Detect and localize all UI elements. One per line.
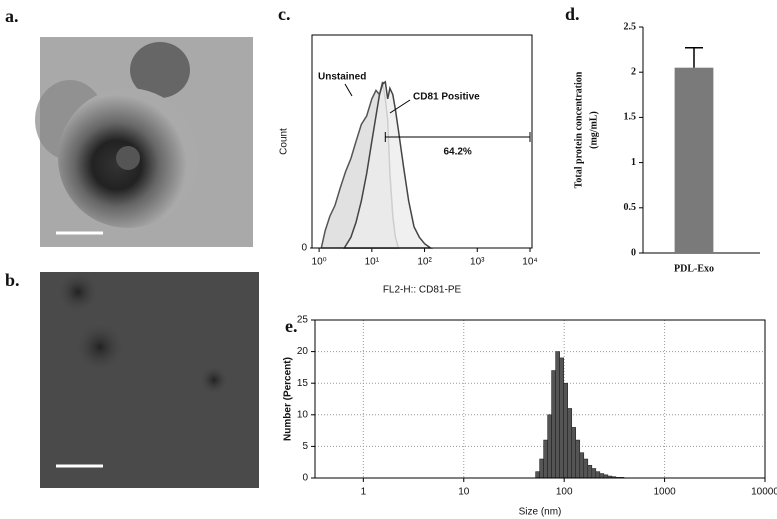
y-axis-label: Number (Percent) — [283, 357, 294, 441]
x-axis-label: FL2-H:: CD81-PE — [383, 285, 462, 296]
annotation-arrow — [344, 83, 353, 97]
y-tick-label: 2.5 — [624, 21, 637, 32]
image-b — [40, 272, 259, 488]
histogram-bar — [563, 382, 568, 479]
histogram-bar — [575, 439, 581, 479]
plot-frame — [314, 319, 766, 479]
x-tick-label: PDL-Exo — [674, 263, 714, 274]
y-tick-label: 15 — [297, 378, 309, 389]
legend-label: Unstained — [318, 72, 366, 83]
image-a — [35, 37, 253, 247]
histogram-bar — [551, 370, 556, 479]
y-tick-label: 10 — [297, 409, 309, 420]
histogram-bar — [555, 351, 560, 479]
panel-label: e. — [285, 316, 298, 336]
x-tick-label: 10³ — [470, 257, 485, 268]
panel-label: a. — [5, 6, 19, 26]
x-tick-label: 10² — [417, 257, 432, 268]
panel-label: d. — [565, 4, 580, 24]
x-tick-label: 10 — [458, 487, 470, 498]
panel-chart: 0 5 10 15 20 25 1 10 100 1000 10000 Size (nm) Number… — [283, 315, 777, 518]
panel-chart: 0 0.5 1 1.5 2 2.5 Total protein concentration (… — [573, 21, 760, 274]
y-tick-label: 0 — [631, 247, 636, 258]
histogram-bar — [595, 471, 601, 479]
y-tick-label: 1.5 — [624, 112, 637, 123]
legend-label: CD81 Positive — [413, 92, 480, 103]
histogram-bar — [591, 468, 597, 479]
x-tick-label: 10⁰ — [312, 257, 327, 268]
x-tick-label: 1 — [361, 487, 367, 498]
histogram-bar — [559, 357, 564, 479]
histogram-bar — [535, 471, 540, 479]
x-tick-label: 10000 — [751, 487, 777, 498]
x-axis-label: Size (nm) — [519, 507, 562, 518]
annotation-arrow — [389, 99, 411, 114]
x-tick-label: 100 — [556, 487, 573, 498]
y-tick-label: 0 — [301, 243, 307, 254]
y-tick-label: 0 — [302, 473, 308, 484]
histogram-bar — [567, 408, 573, 479]
histogram-bar — [579, 452, 585, 479]
y-tick-label: 5 — [302, 441, 308, 452]
x-tick-label: 1000 — [653, 487, 676, 498]
x-tick-label: 10⁴ — [522, 257, 537, 268]
y-axis-label: Count — [279, 128, 290, 155]
panel-label: b. — [5, 270, 20, 290]
y-axis-label: Total protein concentration — [573, 71, 584, 188]
histogram-bar — [599, 473, 605, 479]
y-tick-label: 1 — [631, 157, 636, 168]
histogram-bar — [539, 458, 544, 479]
histogram-bar — [583, 458, 589, 479]
y-tick-label: 0.5 — [624, 202, 637, 213]
x-tick-label: 10¹ — [365, 257, 380, 268]
plot-frame — [311, 34, 533, 249]
histogram-bar — [547, 414, 552, 479]
y-tick-label: 25 — [297, 315, 309, 326]
y-tick-label: 20 — [297, 346, 309, 357]
gate-label: 64.2% — [443, 147, 471, 158]
panel-label: c. — [278, 4, 291, 24]
histogram-bar — [571, 427, 577, 479]
histogram-curve — [342, 80, 433, 249]
histogram-bar — [543, 439, 548, 479]
histogram-bar — [587, 465, 593, 479]
bar — [674, 67, 714, 254]
y-axis-label: (mg/mL) — [588, 111, 599, 149]
y-tick-label: 2 — [631, 66, 636, 77]
